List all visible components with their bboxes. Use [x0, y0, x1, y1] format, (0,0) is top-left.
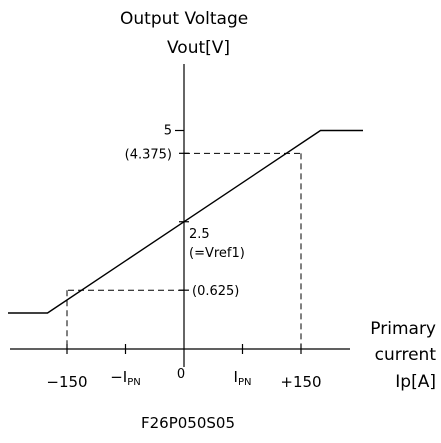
axes-layer — [10, 64, 350, 367]
x-tick-label-sub-1: PN — [127, 377, 141, 388]
x-tick-label-1: −IPN — [110, 368, 141, 388]
figure-caption: F26P050S05 — [141, 414, 235, 432]
x-tick-label-0: −150 — [46, 373, 87, 391]
y-axis-title-line1: Output Voltage — [120, 9, 248, 29]
series-layer — [8, 129, 363, 314]
y-tick-label-2: (0.625) — [192, 284, 239, 299]
x-tick-label-3: IPN — [234, 368, 252, 388]
series-line-0 — [8, 129, 363, 314]
x-tick-label-2: 0 — [177, 367, 185, 382]
x-axis-title-line1: Primary — [370, 319, 436, 339]
y-tick-label-1: (4.375) — [125, 147, 172, 162]
y-tick-label-0: 5 — [164, 124, 172, 139]
x-tick-label-sub-3: PN — [238, 377, 252, 388]
origin-annotation-note: (=Vref1) — [189, 246, 245, 261]
x-tick-label-4: +150 — [280, 373, 321, 391]
x-axis-title-line2: current — [375, 345, 437, 365]
guides-layer — [66, 152, 302, 349]
x-axis-title-line3: Ip[A] — [395, 372, 436, 392]
origin-annotation-value: 2.5 — [189, 227, 210, 242]
y-axis-title-line2: Vout[V] — [167, 38, 230, 58]
labels-layer: Output Voltage Vout[V] Primary current I… — [46, 9, 436, 432]
